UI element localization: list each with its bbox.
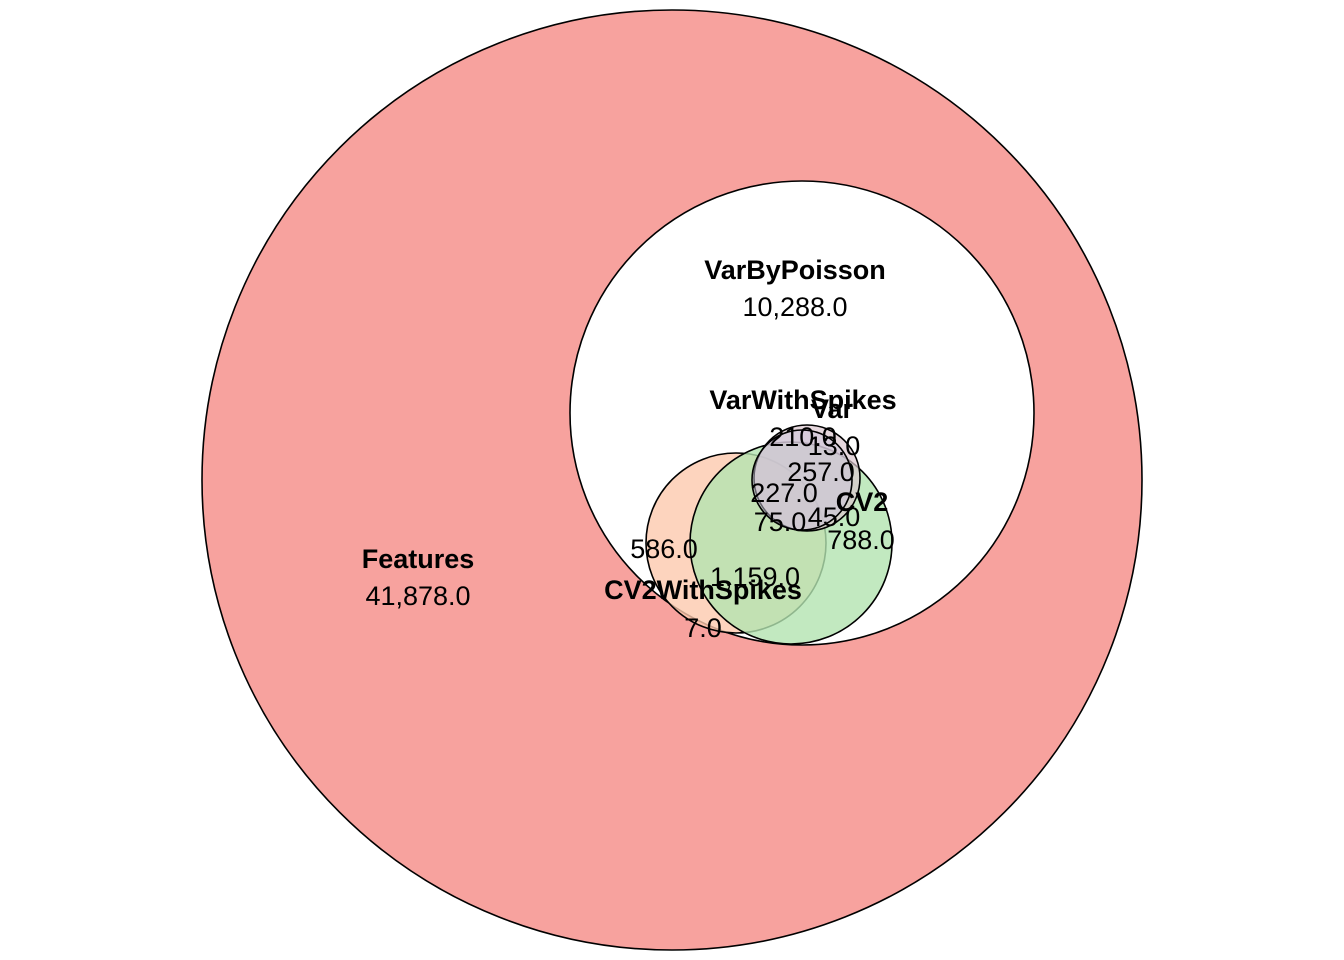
count-region-75: 75.0 [754,507,807,537]
count-region-210: 210.0 [769,422,837,452]
set-label-varwithspikes: VarWithSpikes [709,385,896,415]
count-region-788: 788.0 [827,525,895,555]
set-label-cv2: CV2 [836,487,889,517]
count-features: 41,878.0 [365,581,470,611]
count-region-45: 45.0 [808,502,861,532]
count-region-1159: 1,159.0 [710,562,800,592]
count-region-257: 257.0 [787,457,855,487]
count-region-586: 586.0 [630,534,698,564]
count-region-227: 227.0 [750,478,818,508]
count-region-13: 13.0 [808,431,861,461]
set-label-features: Features [362,544,475,574]
count-region-7: 7.0 [684,613,722,643]
set-varwithspikes-circle [751,429,853,531]
set-label-cv2withspikes: CV2WithSpikes [604,575,802,605]
set-label-varbypoisson: VarByPoisson [704,255,886,285]
count-varbypoisson: 10,288.0 [742,292,847,322]
set-label-var: Var [811,394,854,424]
